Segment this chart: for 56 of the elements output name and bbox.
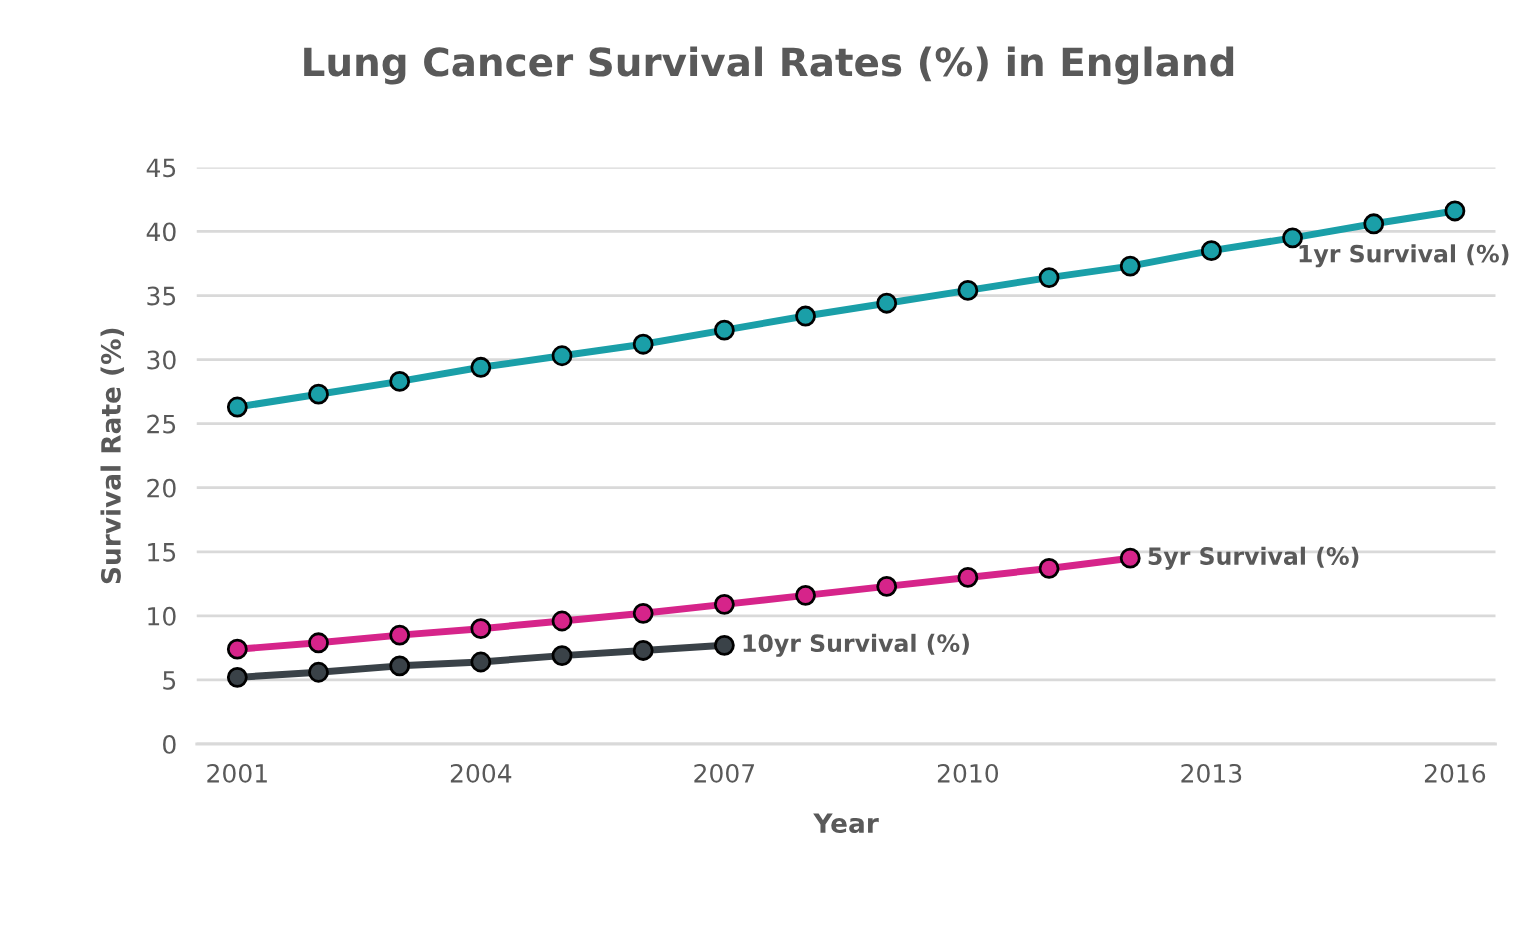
point	[1119, 255, 1141, 277]
point	[1444, 200, 1466, 222]
point	[632, 602, 654, 624]
x-tick-label: 2004	[450, 763, 512, 783]
x-tick-label: 2010	[937, 763, 999, 783]
point	[470, 356, 492, 378]
y-tick-label: 5	[163, 671, 176, 690]
point	[308, 661, 329, 683]
x-tick-label: 2007	[694, 763, 755, 783]
point	[470, 618, 492, 640]
point	[632, 640, 654, 661]
y-tick-label: 20	[147, 478, 176, 498]
point	[795, 305, 816, 327]
y-tick-label: 30	[147, 350, 176, 370]
y-tick-label: 10	[148, 606, 176, 626]
y-tick-label: 45	[146, 158, 176, 178]
y-tick-label: 15	[148, 543, 176, 562]
point	[226, 666, 248, 688]
chart-title: Lung Cancer Survival Rates (%) in England	[304, 46, 1234, 85]
point	[389, 624, 411, 646]
point	[713, 634, 735, 656]
x-tick-label: 2016	[1424, 763, 1486, 783]
point	[308, 383, 329, 405]
point	[226, 396, 248, 418]
point	[1038, 558, 1060, 579]
point	[957, 279, 979, 301]
point	[876, 575, 898, 597]
y-axis-title: Survival Rate (%)	[100, 328, 125, 584]
y-tick-label: 40	[146, 222, 176, 242]
x-tick-label: 2013	[1181, 763, 1242, 783]
point	[1119, 547, 1141, 569]
point	[551, 645, 573, 667]
point	[389, 655, 411, 677]
point	[1363, 213, 1385, 235]
point	[551, 345, 573, 367]
point	[957, 567, 979, 588]
y-tick-label: 35	[147, 286, 176, 306]
point	[1200, 240, 1222, 262]
x-tick-label: 2001	[207, 763, 267, 783]
point	[713, 593, 735, 615]
point	[308, 632, 329, 654]
x-axis-title: Year	[813, 813, 879, 834]
point	[389, 370, 411, 392]
point	[713, 319, 735, 341]
point	[551, 610, 573, 632]
y-tick-label: 0	[163, 734, 176, 754]
point	[876, 292, 898, 314]
point	[632, 333, 654, 355]
series-label: 1yr Survival (%)	[1299, 244, 1509, 268]
point	[795, 584, 816, 606]
series-label: 5yr Survival (%)	[1148, 546, 1359, 570]
point	[226, 638, 248, 660]
series-label: 10yr Survival (%)	[743, 633, 969, 657]
point	[470, 651, 492, 673]
y-tick-label: 25	[147, 414, 176, 434]
point	[1038, 267, 1060, 289]
